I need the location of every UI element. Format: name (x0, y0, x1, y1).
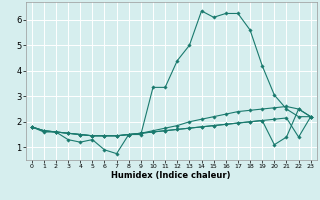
X-axis label: Humidex (Indice chaleur): Humidex (Indice chaleur) (111, 171, 231, 180)
